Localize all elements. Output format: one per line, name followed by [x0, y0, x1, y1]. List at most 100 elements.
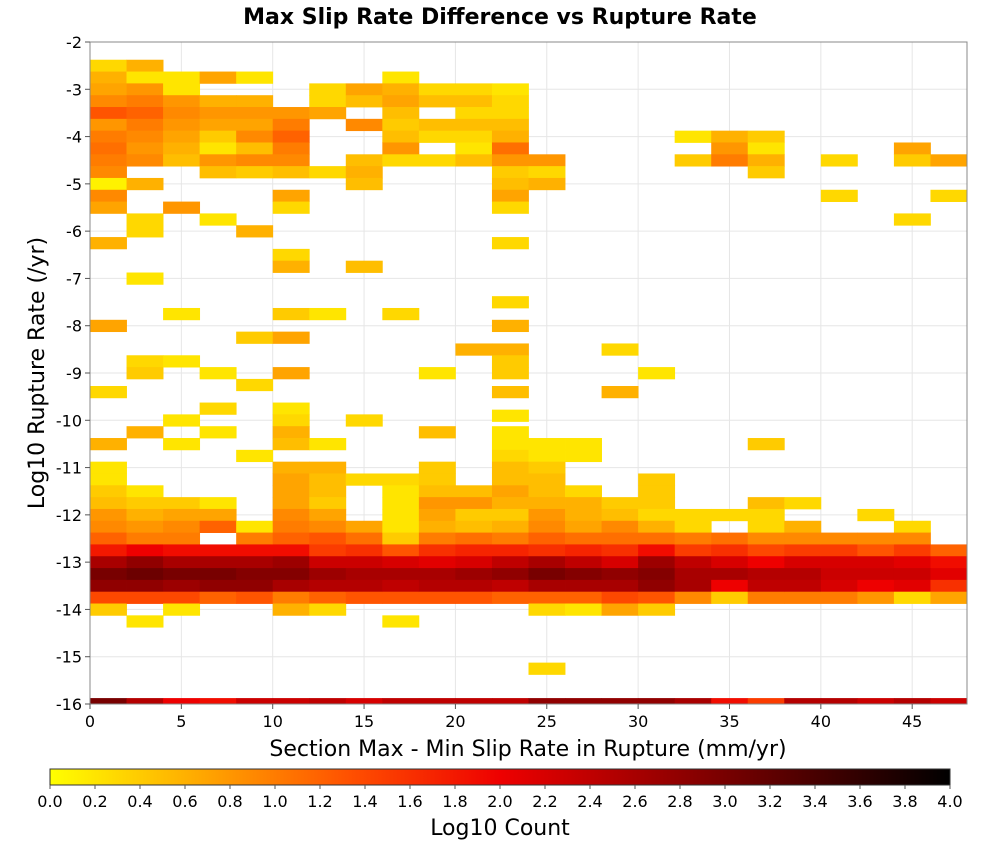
heatmap-cell — [784, 520, 822, 533]
heatmap-cell — [491, 409, 529, 422]
x-tick-label: 15 — [354, 712, 374, 731]
heatmap-cell — [747, 508, 785, 522]
heatmap-cell — [126, 544, 164, 557]
heatmap-cell — [601, 568, 639, 581]
heatmap-cell — [528, 154, 566, 167]
heatmap-cell — [528, 532, 566, 545]
heatmap-cell — [893, 579, 931, 593]
heatmap-cell — [418, 154, 456, 167]
heatmap-cell — [565, 591, 602, 604]
heatmap-cell — [747, 130, 785, 143]
heatmap-cell — [820, 579, 858, 593]
heatmap-cell — [126, 532, 164, 545]
heatmap-cell — [90, 142, 127, 155]
heatmap-cell — [345, 579, 383, 593]
heatmap-cell — [272, 201, 310, 214]
heatmap-cell — [601, 556, 639, 569]
heatmap-cell — [272, 248, 310, 262]
heatmap-cell — [126, 225, 164, 238]
heatmap-cell — [163, 95, 201, 108]
heatmap-cell — [711, 508, 749, 522]
heatmap-cell — [272, 698, 310, 705]
heatmap-cell — [90, 520, 127, 533]
heatmap-cell — [491, 95, 529, 108]
heatmap-cell — [272, 461, 310, 474]
heatmap-cell — [784, 544, 822, 557]
heatmap-cell — [784, 532, 822, 545]
heatmap-cell — [674, 698, 712, 705]
heatmap-cell — [418, 520, 456, 533]
heatmap-cell — [601, 343, 639, 356]
heatmap-cell — [747, 520, 785, 533]
heatmap-cell — [491, 426, 529, 439]
heatmap-cell — [418, 130, 456, 143]
heatmap-cell — [90, 177, 127, 191]
heatmap-cell — [528, 662, 566, 675]
heatmap-cell — [236, 142, 274, 155]
heatmap-cell — [309, 603, 347, 616]
heatmap-cell — [272, 568, 310, 581]
x-tick-label: 45 — [902, 712, 922, 731]
heatmap-cell — [711, 591, 749, 604]
heatmap-cell — [382, 83, 420, 96]
heatmap-cell — [309, 485, 347, 498]
y-tick-label: -16 — [56, 695, 82, 714]
heatmap-cell — [345, 166, 383, 179]
heatmap-cell — [528, 508, 566, 522]
heatmap-cell — [382, 568, 420, 581]
heatmap-cell — [90, 544, 127, 557]
heatmap-cell — [930, 189, 968, 202]
heatmap-cell — [601, 603, 639, 616]
x-tick-label: 35 — [719, 712, 739, 731]
heatmap-cell — [382, 556, 420, 569]
heatmap-cell — [236, 532, 274, 545]
heatmap-cell — [455, 520, 493, 533]
heatmap-cell — [126, 497, 164, 510]
heatmap-cell — [272, 414, 310, 427]
heatmap-cell — [491, 367, 529, 380]
heatmap-cell — [199, 591, 237, 604]
heatmap-cell — [455, 343, 493, 356]
heatmap-cell — [163, 142, 201, 155]
heatmap-cell — [857, 508, 895, 522]
heatmap-cell — [820, 544, 858, 557]
heatmap-cell — [199, 579, 237, 593]
heatmap-cell — [820, 591, 858, 604]
heatmap-cell — [90, 485, 127, 498]
heatmap-cell — [711, 544, 749, 557]
heatmap-cell — [674, 508, 712, 522]
heatmap-cell — [418, 83, 456, 96]
heatmap-cell — [126, 698, 164, 705]
heatmap-cell — [747, 142, 785, 155]
heatmap-cell — [90, 71, 127, 84]
heatmap-cell — [455, 556, 493, 569]
heatmap-cell — [272, 544, 310, 557]
heatmap-cell — [382, 95, 420, 108]
heatmap-cell — [382, 520, 420, 533]
colorbar-tick-label: 0.6 — [172, 792, 197, 811]
heatmap-cell — [601, 497, 639, 510]
colorbar-tick-label: 2.2 — [532, 792, 557, 811]
heatmap-cell — [638, 556, 676, 569]
heatmap-cell — [345, 591, 383, 604]
heatmap-cell — [163, 556, 201, 569]
heatmap-cell — [418, 591, 456, 604]
heatmap-cell — [455, 485, 493, 498]
heatmap-cell — [90, 698, 127, 705]
heatmap-cell — [820, 532, 858, 545]
heatmap-cell — [638, 544, 676, 557]
heatmap-cell — [199, 698, 237, 705]
heatmap-cell — [455, 568, 493, 581]
colorbar-tick-label: 1.8 — [442, 792, 467, 811]
heatmap-cell — [565, 603, 602, 616]
heatmap-cell — [455, 591, 493, 604]
colorbar-tick-label: 3.4 — [802, 792, 827, 811]
heatmap-cell — [820, 189, 858, 202]
heatmap-cell — [638, 473, 676, 486]
heatmap-cell — [491, 698, 529, 705]
heatmap-cell — [382, 307, 420, 321]
heatmap-cell — [565, 568, 602, 581]
heatmap-cell — [163, 154, 201, 167]
heatmap-cell — [601, 508, 639, 522]
heatmap-cell — [565, 520, 602, 533]
